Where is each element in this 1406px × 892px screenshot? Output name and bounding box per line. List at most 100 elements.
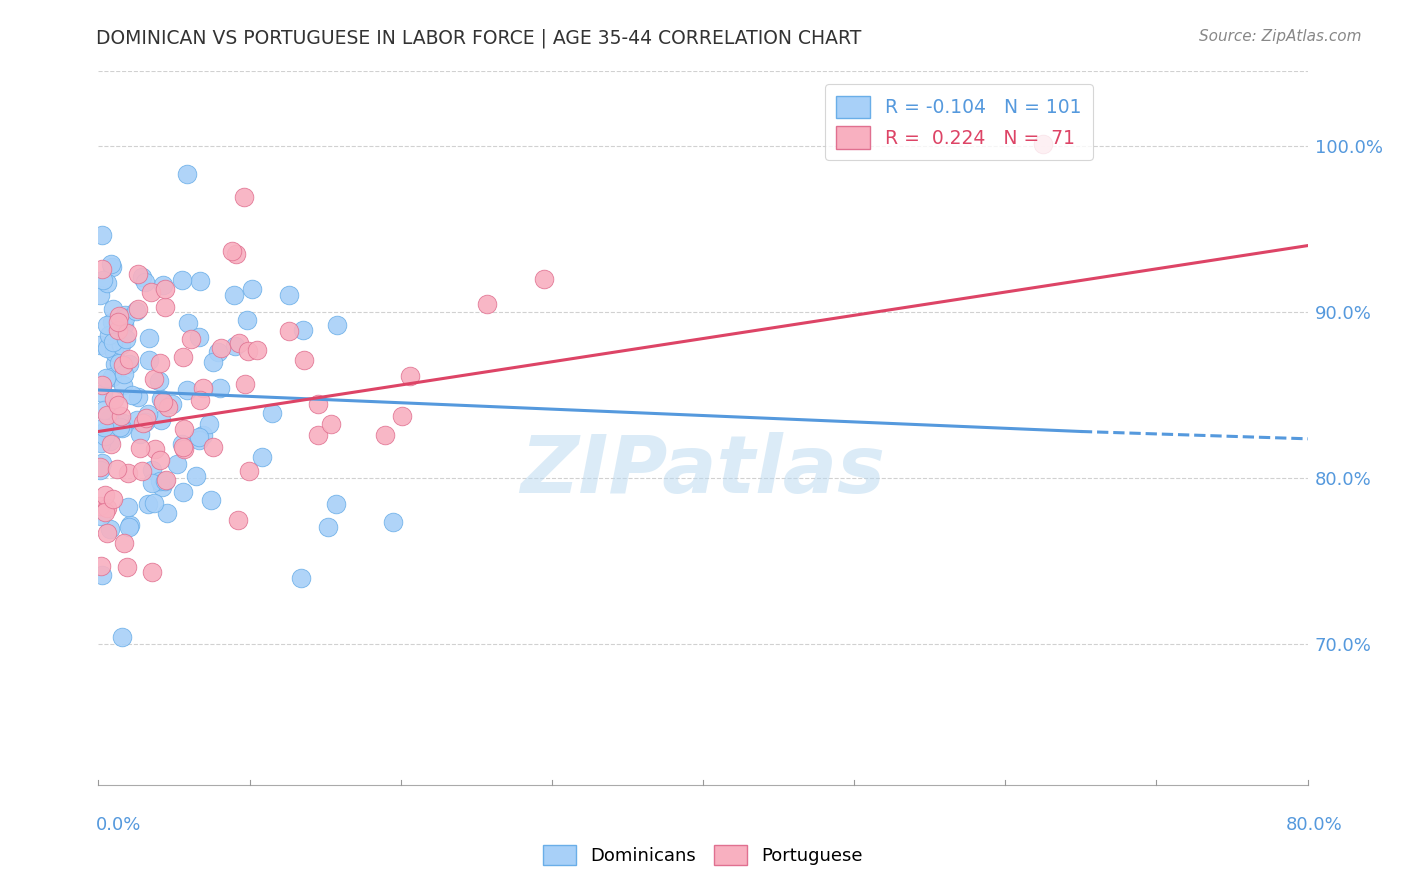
Point	[112, 378, 135, 392]
Point	[134, 276, 156, 290]
Point	[112, 367, 135, 381]
Point	[152, 278, 174, 293]
Point	[117, 560, 139, 574]
Point	[131, 464, 153, 478]
Point	[108, 309, 131, 323]
Point	[89, 338, 111, 352]
Point	[316, 520, 339, 534]
Point	[96, 276, 118, 290]
Point	[201, 440, 224, 454]
Point	[96, 409, 118, 423]
Point	[117, 520, 139, 534]
Point	[141, 463, 163, 477]
Point	[399, 369, 422, 384]
Point	[150, 480, 173, 494]
Point	[114, 310, 136, 325]
Point	[207, 344, 229, 359]
Point	[105, 462, 128, 476]
Point	[184, 468, 207, 483]
Text: 0.0%: 0.0%	[96, 816, 141, 834]
Point	[134, 415, 156, 429]
Point	[155, 473, 177, 487]
Point	[90, 559, 112, 574]
Text: Source: ZipAtlas.com: Source: ZipAtlas.com	[1198, 29, 1361, 44]
Point	[112, 416, 135, 430]
Point	[89, 288, 111, 302]
Point	[138, 497, 160, 511]
Point	[94, 505, 117, 519]
Point	[127, 390, 149, 404]
Point	[127, 267, 149, 281]
Point	[90, 508, 112, 523]
Point	[125, 304, 148, 318]
Point	[104, 358, 127, 372]
Point	[131, 417, 153, 431]
Point	[91, 262, 114, 277]
Point	[138, 330, 160, 344]
Point	[246, 343, 269, 357]
Point	[374, 428, 396, 442]
Point	[128, 426, 150, 441]
Point	[94, 424, 117, 438]
Point	[141, 565, 163, 579]
Point	[111, 421, 134, 435]
Point	[197, 417, 219, 431]
Point	[156, 506, 179, 520]
Point	[149, 475, 172, 489]
Point	[236, 313, 259, 327]
Point	[172, 440, 194, 454]
Point	[188, 274, 211, 288]
Point	[93, 419, 115, 434]
Point	[89, 460, 111, 475]
Point	[382, 515, 405, 529]
Point	[533, 272, 555, 286]
Point	[96, 501, 118, 516]
Point	[156, 401, 179, 415]
Point	[117, 500, 139, 514]
Point	[290, 571, 312, 585]
Point	[191, 381, 214, 395]
Point	[250, 450, 273, 464]
Point	[118, 357, 141, 371]
Point	[97, 328, 120, 343]
Point	[222, 288, 245, 302]
Point	[226, 513, 249, 527]
Point	[117, 466, 139, 480]
Point	[173, 442, 195, 456]
Point	[91, 385, 114, 400]
Point	[93, 403, 115, 417]
Point	[224, 339, 246, 353]
Point	[96, 318, 118, 332]
Point	[98, 434, 121, 448]
Point	[172, 485, 194, 500]
Point	[115, 326, 138, 340]
Point	[89, 463, 111, 477]
Point	[97, 411, 120, 425]
Point	[101, 315, 124, 329]
Point	[101, 492, 124, 507]
Point	[114, 332, 136, 346]
Point	[117, 351, 139, 366]
Point	[188, 392, 211, 407]
Point	[166, 457, 188, 471]
Point	[114, 308, 136, 322]
Point	[200, 493, 222, 508]
Point	[1032, 137, 1054, 152]
Point	[292, 323, 315, 337]
Point	[240, 283, 263, 297]
Point	[90, 568, 112, 582]
Point	[172, 350, 194, 364]
Point	[91, 456, 114, 470]
Point	[149, 453, 172, 467]
Point	[143, 372, 166, 386]
Point	[170, 273, 193, 287]
Point	[91, 273, 114, 287]
Point	[191, 427, 214, 442]
Point	[121, 388, 143, 402]
Point	[103, 392, 125, 406]
Point	[187, 330, 209, 344]
Point	[103, 301, 125, 316]
Point	[238, 464, 260, 478]
Point	[155, 300, 177, 314]
Point	[278, 287, 301, 301]
